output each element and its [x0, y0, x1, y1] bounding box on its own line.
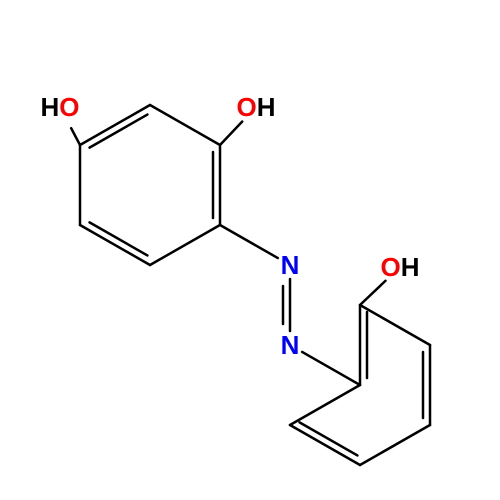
bond [360, 281, 386, 305]
bond [290, 385, 360, 425]
bond [90, 115, 148, 148]
molecule-diagram: N N HO OH OH [0, 0, 500, 500]
bond [360, 425, 430, 465]
atom-label-o3: OH [380, 252, 419, 282]
bond [80, 105, 150, 145]
bond [220, 122, 242, 145]
atom-label-n1: N [281, 250, 300, 280]
bond [80, 225, 150, 265]
atom-label-o2: OH [236, 92, 275, 122]
atom-label-n2: N [281, 330, 300, 360]
bond [150, 225, 220, 265]
bond [290, 425, 360, 465]
bond [71, 128, 80, 145]
bond [90, 222, 148, 255]
bond [300, 422, 358, 455]
bond [220, 225, 278, 258]
bond [360, 305, 430, 345]
bond [150, 105, 220, 145]
bond [302, 352, 360, 385]
atom-label-o1: HO [40, 92, 79, 122]
